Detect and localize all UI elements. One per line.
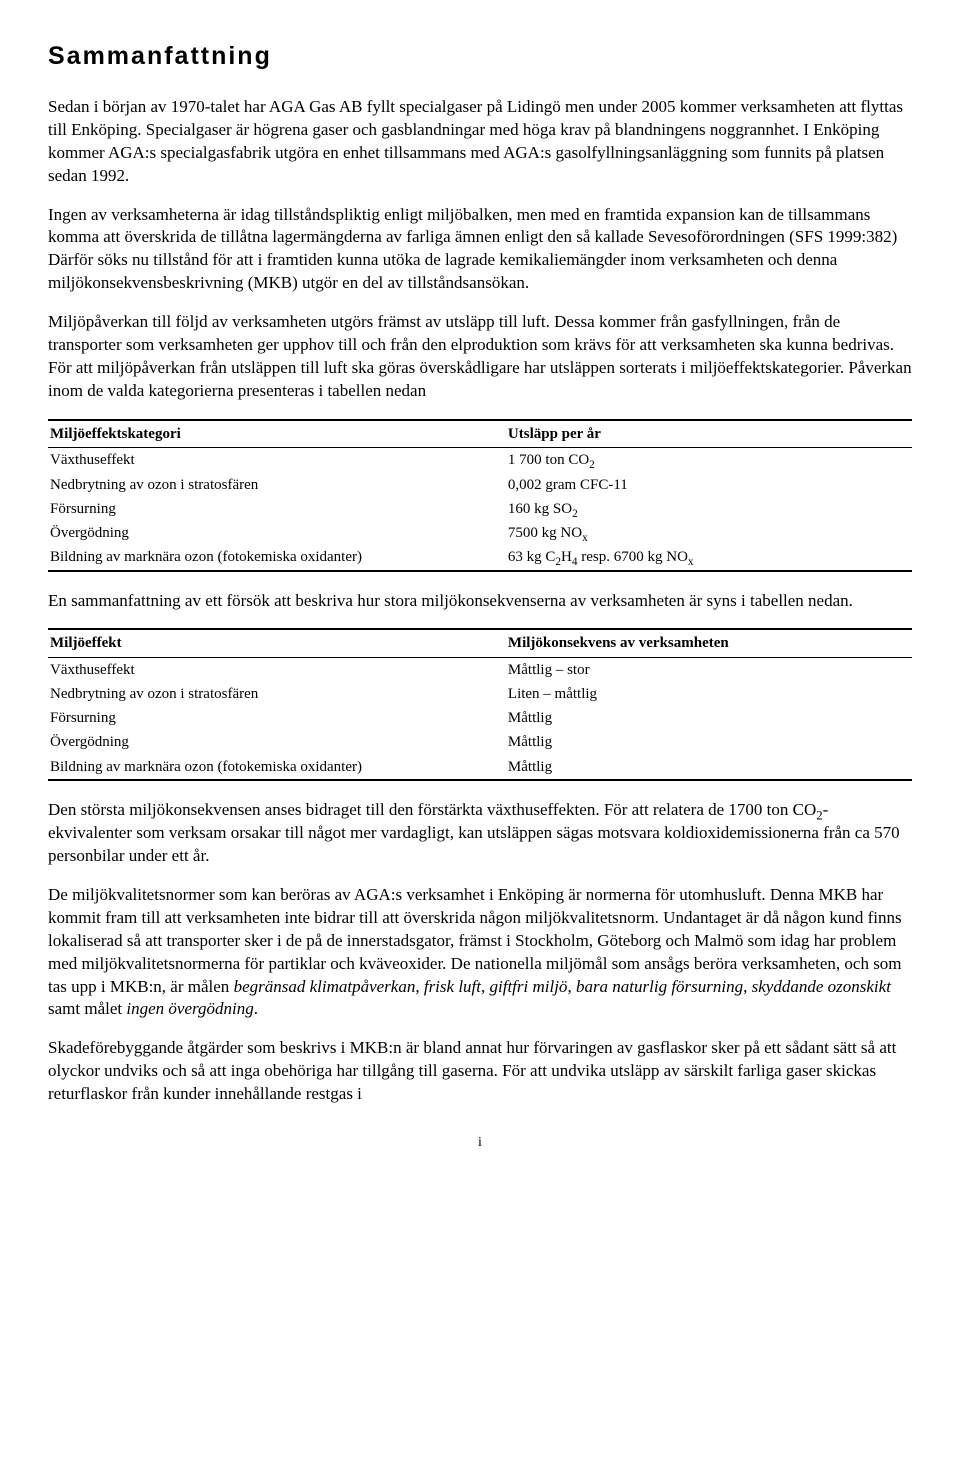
p6-italic-4: bara naturlig försurning <box>576 977 743 996</box>
table-row: Nedbrytning av ozon i stratosfären0,002 … <box>48 473 912 497</box>
paragraph-2: Ingen av verksamheterna är idag tillstån… <box>48 204 912 296</box>
table-cell: 1 700 ton CO2 <box>506 448 912 473</box>
table-row: VäxthuseffektMåttlig – stor <box>48 657 912 682</box>
p6-sep-3: , <box>567 977 576 996</box>
table-row: ÖvergödningMåttlig <box>48 730 912 754</box>
p6-italic-3: giftfri miljö <box>490 977 568 996</box>
table-emissions: Miljöeffektskategori Utsläpp per år Växt… <box>48 419 912 572</box>
p6-italic-5: skyddande ozonskikt <box>752 977 891 996</box>
table-row: Bildning av marknära ozon (fotokemiska o… <box>48 755 912 780</box>
table1-header-right: Utsläpp per år <box>506 420 912 448</box>
p6-sep-2: , <box>481 977 490 996</box>
p6-sep-1: , <box>415 977 424 996</box>
table-cell: Växthuseffekt <box>48 448 506 473</box>
table-cell: Växthuseffekt <box>48 657 506 682</box>
table-cell: Måttlig <box>506 755 912 780</box>
page-title: Sammanfattning <box>48 40 912 74</box>
paragraph-1: Sedan i början av 1970-talet har AGA Gas… <box>48 96 912 188</box>
p5-pre: Den största miljökonsekvensen anses bidr… <box>48 800 816 819</box>
table-cell: Bildning av marknära ozon (fotokemiska o… <box>48 755 506 780</box>
table-cell: Måttlig <box>506 730 912 754</box>
p6-sep-5: samt målet <box>48 999 126 1018</box>
table-row: Försurning160 kg SO2 <box>48 497 912 521</box>
p6-italic-2: frisk luft <box>424 977 481 996</box>
p6-italic-6: ingen övergödning <box>126 999 253 1018</box>
paragraph-6: De miljökvalitetsnormer som kan beröras … <box>48 884 912 1022</box>
table-row: Nedbrytning av ozon i stratosfärenLiten … <box>48 682 912 706</box>
table-cell: Liten – måttlig <box>506 682 912 706</box>
p6-sep-4: , <box>743 977 752 996</box>
paragraph-4: En sammanfattning av ett försök att besk… <box>48 590 912 613</box>
paragraph-5: Den största miljökonsekvensen anses bidr… <box>48 799 912 868</box>
paragraph-3: Miljöpåverkan till följd av verksamheten… <box>48 311 912 403</box>
table-cell: Måttlig – stor <box>506 657 912 682</box>
table-cell: 7500 kg NOx <box>506 521 912 545</box>
table-cell: Nedbrytning av ozon i stratosfären <box>48 473 506 497</box>
paragraph-7: Skadeförebyggande åtgärder som beskrivs … <box>48 1037 912 1106</box>
table2-header-right: Miljökonsekvens av verksamheten <box>506 629 912 657</box>
table-row: Övergödning7500 kg NOx <box>48 521 912 545</box>
table-consequences: Miljöeffekt Miljökonsekvens av verksamhe… <box>48 628 912 781</box>
table-cell: Övergödning <box>48 730 506 754</box>
p6-sep-6: . <box>254 999 258 1018</box>
table-cell: Bildning av marknära ozon (fotokemiska o… <box>48 545 506 570</box>
table-cell: Nedbrytning av ozon i stratosfären <box>48 682 506 706</box>
table-cell: 0,002 gram CFC-11 <box>506 473 912 497</box>
table-cell: Övergödning <box>48 521 506 545</box>
table1-header-left: Miljöeffektskategori <box>48 420 506 448</box>
table-cell: Försurning <box>48 706 506 730</box>
table-cell: 63 kg C2H4 resp. 6700 kg NOx <box>506 545 912 570</box>
table2-header-left: Miljöeffekt <box>48 629 506 657</box>
table-cell: Försurning <box>48 497 506 521</box>
p6-italic-1: begränsad klimatpåverkan <box>234 977 416 996</box>
page-number: i <box>48 1134 912 1153</box>
table-row: FörsurningMåttlig <box>48 706 912 730</box>
table-row: Växthuseffekt1 700 ton CO2 <box>48 448 912 473</box>
table-cell: 160 kg SO2 <box>506 497 912 521</box>
table-row: Bildning av marknära ozon (fotokemiska o… <box>48 545 912 570</box>
table-cell: Måttlig <box>506 706 912 730</box>
